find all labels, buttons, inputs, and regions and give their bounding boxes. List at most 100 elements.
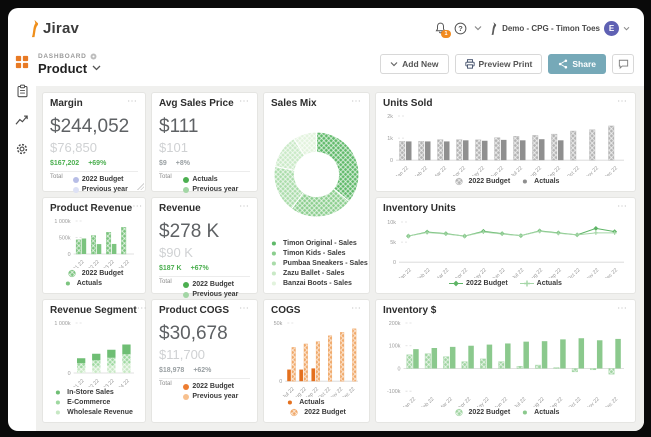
chart-canvas: 0 1 000k Q1 22 Q2 22 Q3 22 Q4 22: [54, 321, 134, 392]
card-menu-button[interactable]: ⋯: [239, 201, 250, 212]
resize-handle[interactable]: [137, 183, 144, 190]
card-menu-button[interactable]: ⋯: [127, 96, 138, 107]
legend-item[interactable]: Actuals: [183, 175, 218, 184]
card-title: Avg Sales Price: [159, 98, 234, 109]
chart-legend: Actuals Previous year: [183, 174, 238, 194]
legend-label: Banzai Boots - Sales: [283, 280, 352, 287]
legend-item[interactable]: Previous year: [183, 185, 238, 194]
svg-text:Feb 22: Feb 22: [420, 396, 436, 407]
legend-item[interactable]: Actuals: [522, 177, 559, 186]
card-revenue: Revenue ⋯ $278 K $90 K $187 K +67% Total 2022 …: [151, 197, 258, 298]
legend-item[interactable]: Previous year: [72, 185, 128, 194]
legend-item[interactable]: Actuals: [522, 408, 559, 417]
svg-text:Oct 22: Oct 22: [567, 396, 582, 407]
legend-item[interactable]: Zazu Ballet - Sales: [271, 269, 344, 278]
card-inventory-dollars: Inventory $ ⋯ -100k 0 100k 200k Jan 22 Feb 22 M…: [375, 299, 636, 423]
kpi-primary-value: $244,052: [50, 116, 130, 137]
legend-item[interactable]: Actuals: [65, 279, 102, 288]
legend-label: Actuals: [76, 280, 102, 287]
solid-dot-icon: [522, 179, 528, 184]
card-menu-button[interactable]: ⋯: [617, 303, 628, 314]
legend-item[interactable]: 2022 Budget: [449, 279, 508, 288]
legend-item[interactable]: In-Store Sales: [55, 388, 114, 397]
trend-chart-icon: [15, 115, 28, 125]
solid-dot-icon: [522, 410, 528, 415]
solid-dot-icon: [65, 281, 70, 286]
legend-item[interactable]: 2022 Budget: [452, 408, 510, 417]
card-menu-button[interactable]: ⋯: [617, 201, 628, 212]
total-label: Total: [159, 279, 172, 285]
legend-item[interactable]: Actuals: [287, 398, 324, 407]
card-menu-button[interactable]: ⋯: [351, 96, 362, 107]
help-button[interactable]: ?: [454, 22, 467, 35]
content-area: DASHBOARD Product: [36, 44, 644, 431]
sidebar-item-dashboards[interactable]: [14, 54, 30, 70]
svg-text:0: 0: [279, 379, 282, 385]
kpi-delta-percent: +62%: [193, 367, 212, 374]
svg-text:Sep 22: Sep 22: [546, 165, 562, 176]
chart-legend: 2022 Budget Actuals: [383, 407, 628, 417]
add-new-button[interactable]: Add New: [380, 54, 449, 74]
breadcrumb: DASHBOARD: [38, 53, 101, 60]
card-menu-button[interactable]: ⋯: [239, 96, 250, 107]
card-menu-button[interactable]: ⋯: [617, 96, 628, 107]
chevron-down-icon[interactable]: [474, 25, 482, 31]
notifications-button[interactable]: 1: [434, 21, 452, 38]
legend-item[interactable]: Banzai Boots - Sales: [271, 279, 352, 288]
legend-item[interactable]: 2022 Budget: [183, 382, 234, 391]
card-avg-sales-price: Avg Sales Price ⋯ $111 $101 $9 +8% Total Actua…: [151, 92, 258, 194]
legend-item[interactable]: Timon Kids - Sales: [271, 249, 346, 258]
card-menu-button[interactable]: ⋯: [239, 303, 250, 314]
user-avatar[interactable]: E: [604, 20, 619, 36]
card-menu-button[interactable]: ⋯: [351, 303, 362, 314]
legend-item[interactable]: 2022 Budget: [183, 280, 234, 289]
svg-text:Q1 22: Q1 22: [71, 378, 85, 387]
legend-item[interactable]: Pumbaa Sneakers - Sales: [271, 259, 368, 268]
legend-item[interactable]: E-Commerce: [55, 398, 110, 407]
hatch-dot-icon: [290, 408, 298, 417]
legend-item[interactable]: 2022 Budget: [287, 408, 346, 417]
preview-print-button[interactable]: Preview Print: [454, 54, 543, 74]
jirav-logo[interactable]: Jirav: [28, 19, 79, 38]
legend-item[interactable]: Actuals: [519, 279, 562, 288]
legend-label: 2022 Budget: [81, 270, 124, 277]
card-menu-button[interactable]: ⋯: [132, 201, 144, 212]
share-icon: [559, 59, 568, 69]
card-revenue-segment: Revenue Segment ⋯ 0 1 000k Q1 22 Q2 22 Q3 22 Q…: [42, 299, 148, 423]
kpi-footer: Total 2022 Budget Previous year: [159, 276, 250, 299]
chart-canvas: 0 500k 1 000k Q1 22 Q2 22 Q3 22 Q4 22: [54, 219, 134, 273]
svg-text:Oct 22: Oct 22: [566, 267, 581, 278]
kpi-delta-row: $167,202 +69%: [50, 160, 138, 167]
account-menu[interactable]: Demo - CPG - Timon Toes E: [489, 20, 630, 36]
legend-item[interactable]: 2022 Budget: [452, 177, 510, 186]
svg-text:Jan 22: Jan 22: [395, 165, 410, 176]
hatch-dot-icon: [454, 408, 463, 417]
dashboard-selector[interactable]: Product: [38, 61, 101, 76]
header-controls: 1 ? Demo - CPG - Timon Toes E: [434, 20, 630, 38]
share-button[interactable]: Share: [548, 54, 606, 74]
legend-item[interactable]: Timon Original - Sales: [271, 239, 357, 248]
svg-text:1 000k: 1 000k: [54, 321, 70, 327]
chart-legend: 2022 Budget Previous year: [183, 279, 238, 299]
sidebar-item-analytics[interactable]: [14, 112, 30, 128]
svg-text:200k: 200k: [389, 321, 401, 327]
card-menu-button[interactable]: ⋯: [136, 303, 148, 314]
comment-bubble-icon: [618, 59, 628, 69]
comments-button[interactable]: [612, 54, 634, 74]
diamond-icon: [449, 280, 464, 287]
svg-text:10k: 10k: [387, 220, 396, 226]
svg-text:Jun 22: Jun 22: [490, 165, 505, 176]
legend-dot-icon: [183, 393, 190, 400]
legend-item[interactable]: 2022 Budget: [72, 175, 124, 184]
sidebar-item-settings[interactable]: [14, 141, 30, 157]
svg-text:Mar 22: Mar 22: [438, 396, 454, 407]
svg-text:Dec 22: Dec 22: [603, 165, 619, 176]
legend-item[interactable]: Previous year: [183, 290, 238, 299]
legend-item[interactable]: Wholesale Revenue: [55, 408, 133, 417]
legend-item[interactable]: 2022 Budget: [65, 269, 124, 278]
settings-gear-icon: [16, 143, 28, 155]
legend-item[interactable]: Previous year: [183, 392, 238, 401]
sidebar-item-reports[interactable]: [14, 83, 30, 99]
total-label: Total: [159, 174, 172, 180]
reports-clipboard-icon: [17, 84, 27, 98]
